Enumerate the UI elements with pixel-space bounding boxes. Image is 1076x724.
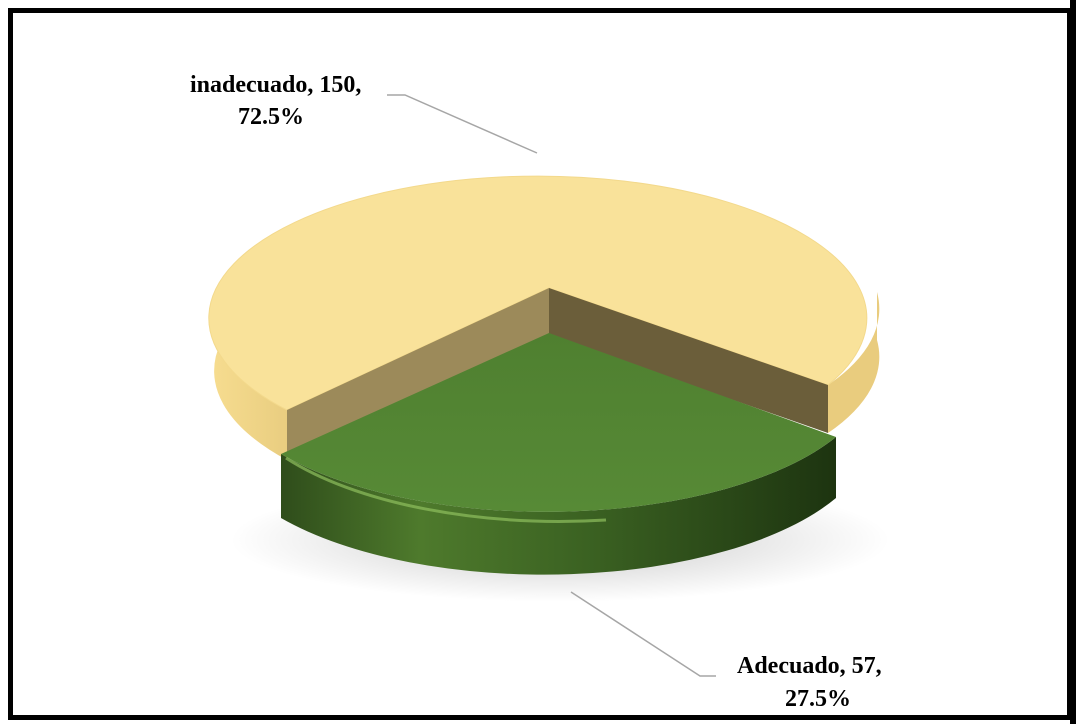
leader-line-adecuado bbox=[570, 591, 716, 677]
leader-line-inadecuado bbox=[387, 94, 538, 154]
data-label-inadecuado-line1: inadecuado, 150, bbox=[190, 72, 361, 98]
slice-inadecuado[interactable] bbox=[208, 175, 880, 460]
data-label-adecuado-line2: 27.5% bbox=[785, 686, 851, 712]
slice-adecuado[interactable] bbox=[281, 333, 836, 575]
data-label-inadecuado-line2: 72.5% bbox=[238, 104, 304, 130]
frame-edge bbox=[1070, 0, 1076, 724]
data-label-adecuado-line1: Adecuado, 57, bbox=[737, 653, 882, 679]
